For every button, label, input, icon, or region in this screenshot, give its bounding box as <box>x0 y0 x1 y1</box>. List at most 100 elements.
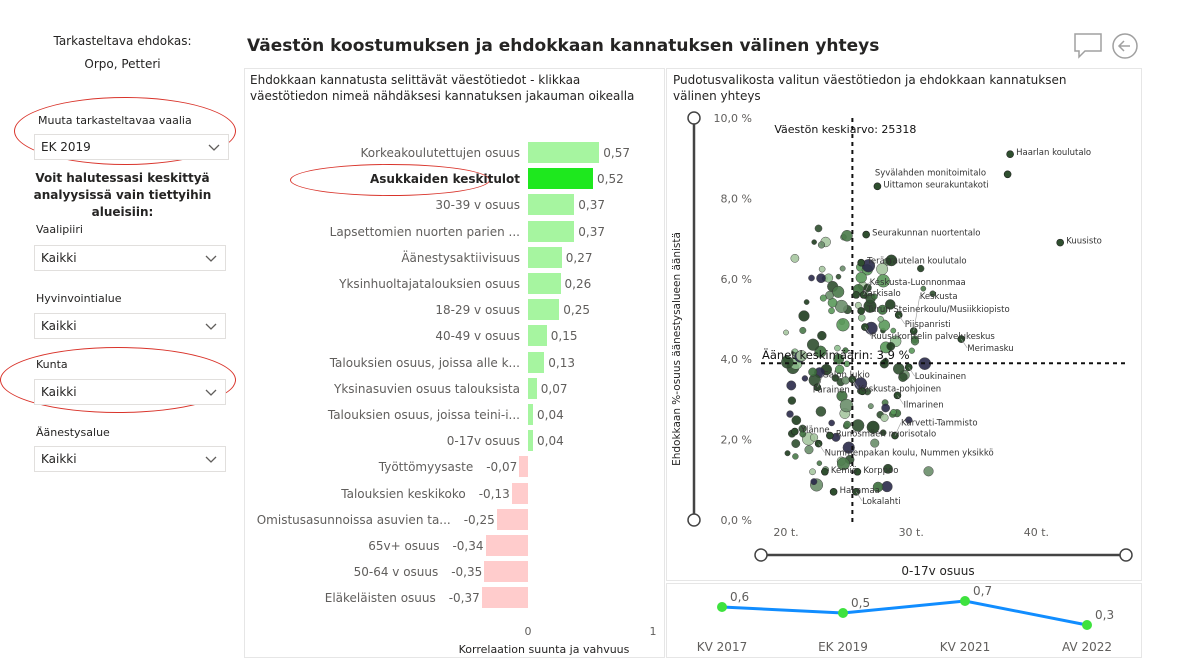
bar-category-label[interactable]: Äänestysaktiivisuus <box>401 250 520 265</box>
scatter-point <box>787 396 797 405</box>
correlation-bar[interactable] <box>484 561 528 583</box>
bar-category-label[interactable]: 30-39 v osuus <box>435 198 520 213</box>
bar-category-label[interactable]: Yksinasuvien osuus talouksista <box>334 381 520 396</box>
x-tick-label: 20 t. <box>773 526 798 539</box>
scatter-point <box>839 398 854 413</box>
scatter-point <box>835 273 842 280</box>
election-dropdown-value: EK 2019 <box>41 140 91 154</box>
hyvinvointialue-dropdown[interactable]: Kaikki <box>34 313 226 339</box>
scatter-point-label: Parainen <box>813 385 850 395</box>
scatter-point[interactable] <box>862 230 870 239</box>
correlation-bar[interactable] <box>496 508 528 530</box>
scatter-point[interactable] <box>861 323 869 331</box>
aanestysalue-dropdown[interactable]: Kaikki <box>34 446 226 472</box>
correlation-bar[interactable] <box>528 299 560 321</box>
correlation-bar[interactable] <box>528 168 593 190</box>
correlation-bar[interactable] <box>528 430 533 452</box>
scatter-point <box>832 285 845 298</box>
scatter-point[interactable] <box>852 291 860 299</box>
scatter-point[interactable] <box>826 431 834 440</box>
correlation-bar[interactable] <box>528 351 545 373</box>
scatter-point[interactable] <box>1056 238 1064 247</box>
y-range-slider-handle[interactable] <box>687 513 701 527</box>
correlation-bar[interactable] <box>528 377 537 399</box>
vaalipiiri-dropdown[interactable]: Kaikki <box>34 245 226 271</box>
scatter-point <box>872 481 884 493</box>
election-dropdown[interactable]: EK 2019 <box>34 134 229 160</box>
bar-category-label[interactable]: 50-64 v osuus <box>353 565 439 580</box>
correlation-bar[interactable] <box>519 456 528 478</box>
bar-category-label[interactable]: Talouksien osuus, joissa teini-i... <box>327 408 520 422</box>
scatter-point <box>803 299 810 305</box>
scatter-point[interactable] <box>791 427 799 436</box>
correlation-bar[interactable] <box>528 142 600 163</box>
scatter-point <box>871 293 878 300</box>
bar-category-label[interactable]: Eläkeläisten osuus <box>324 591 436 606</box>
scatter-point[interactable] <box>813 383 822 392</box>
trend-line-chart: 0,6 KV 2017 0,5 EK 2019 0,7 KV 2021 0,3 AV 2022 <box>697 584 1114 654</box>
x-range-slider-handle[interactable] <box>754 548 768 562</box>
correlation-bar[interactable] <box>481 587 528 609</box>
scatter-point <box>836 457 850 471</box>
bar-category-label[interactable]: Talouksien osuus, joissa alle k... <box>329 355 520 370</box>
kunta-dropdown[interactable]: Kaikki <box>34 379 226 405</box>
scatter-point[interactable] <box>857 258 865 267</box>
scatter-point[interactable] <box>891 431 899 440</box>
scatter-point[interactable] <box>853 467 862 476</box>
bar-value-label: -0,35 <box>451 565 483 580</box>
bar-category-label[interactable]: Lapsettomien nuorten parien ... <box>329 224 520 239</box>
correlation-bar[interactable] <box>528 220 575 242</box>
bar-value-label: -0,07 <box>486 460 518 475</box>
candidate-label: Tarkasteltava ehdokas: <box>53 34 192 48</box>
scatter-point[interactable] <box>904 363 913 372</box>
scatter-point <box>808 367 818 377</box>
trend-marker <box>717 602 727 612</box>
scatter-point[interactable] <box>829 488 838 496</box>
trend-value-label: 0,7 <box>973 584 992 598</box>
scatter-point <box>910 337 920 346</box>
scatter-point[interactable] <box>858 387 867 396</box>
scatter-point <box>917 264 925 273</box>
scatter-point[interactable] <box>821 467 829 476</box>
bar-category-label[interactable]: 0-17v osuus <box>446 434 520 449</box>
scatter-point <box>798 310 810 322</box>
correlation-bar[interactable] <box>528 246 562 268</box>
scatter-point-label: Keskusta-Luonnonmaa <box>870 278 966 288</box>
trend-category-label: KV 2017 <box>697 640 747 654</box>
scatter-point[interactable] <box>1006 150 1014 158</box>
bar-value-label: -0,13 <box>478 486 510 501</box>
correlation-bar[interactable] <box>485 535 528 556</box>
scatter-point[interactable] <box>1003 170 1012 179</box>
scatter-point <box>817 330 827 341</box>
scatter-point[interactable] <box>893 391 902 400</box>
scatter-point <box>877 304 888 315</box>
correlation-bar[interactable] <box>528 194 575 216</box>
bar-category-label[interactable]: Talouksien keskikoko <box>341 486 466 501</box>
scatter-chart[interactable]: 0,0 % 2,0 % 4,0 % 6,0 % 8,0 % 10,0 % Ehdokkaan… <box>666 100 1142 580</box>
y-range-slider-handle[interactable] <box>687 111 701 125</box>
bar-category-label[interactable]: 18-29 v osuus <box>435 303 520 318</box>
scatter-point <box>814 224 823 233</box>
scatter-point-label: Hakamaa <box>840 486 880 496</box>
bar-category-label[interactable]: Omistusasunnoissa asuvien ta... <box>256 512 451 527</box>
scatter-point-label: Loukinainen <box>915 372 966 382</box>
x-range-slider-handle[interactable] <box>1119 548 1133 562</box>
bar-category-label[interactable]: Yksinhuoltajatalouksien osuus <box>339 277 520 291</box>
bar-category-label[interactable]: 65v+ osuus <box>368 539 440 553</box>
bar-category-label[interactable]: 40-49 v osuus <box>435 329 520 344</box>
bar-category-label[interactable]: Korkeakoulutettujen osuus <box>360 146 520 160</box>
correlation-bar[interactable] <box>528 325 547 347</box>
x-tick-label: 1 <box>650 625 657 638</box>
scatter-point-label: Merimasku <box>967 344 1013 354</box>
bar-category-label[interactable]: Asukkaiden keskitulot <box>370 172 520 187</box>
scatter-point[interactable] <box>857 307 865 315</box>
scatter-point[interactable] <box>957 335 966 343</box>
scatter-point[interactable] <box>873 182 882 191</box>
correlation-bar[interactable] <box>528 404 533 425</box>
scatter-point-label: Piispanristi <box>905 320 951 330</box>
correlation-bar[interactable] <box>511 482 528 504</box>
comment-icon[interactable] <box>1073 32 1103 60</box>
bar-category-label[interactable]: Työttömyysaste <box>378 460 474 475</box>
correlation-bar[interactable] <box>528 273 561 294</box>
back-arrow-icon[interactable] <box>1110 31 1140 61</box>
